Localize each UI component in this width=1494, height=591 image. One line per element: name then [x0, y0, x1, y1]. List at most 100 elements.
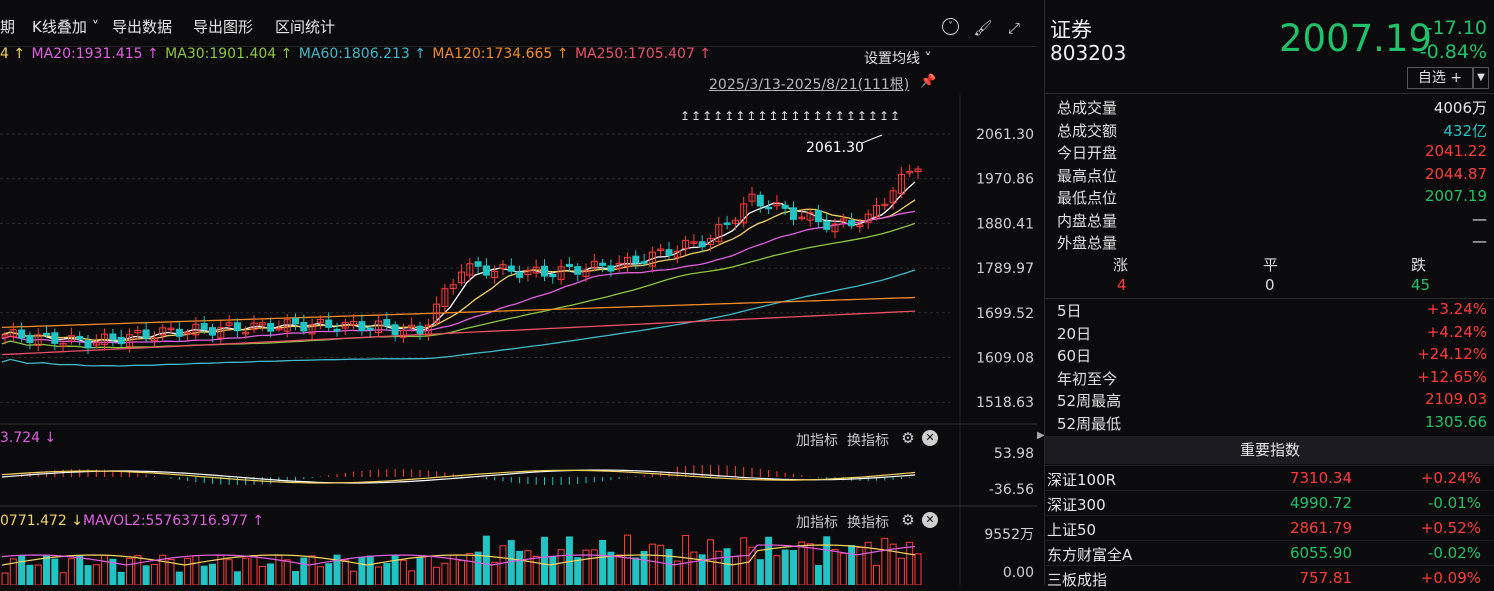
period-row: 20日 +4.24% — [1045, 323, 1494, 345]
volume-bar — [748, 546, 756, 585]
breadth-down-label: 跌 — [1411, 256, 1427, 274]
close-icon[interactable]: ✕ — [922, 512, 938, 528]
volume-bar — [142, 565, 150, 585]
index-name: 三板成指 — [1047, 571, 1108, 589]
volume-bar — [773, 555, 781, 585]
candle-body — [449, 284, 457, 289]
volume-bar — [881, 537, 889, 585]
volume-bar — [1, 572, 9, 585]
index-row[interactable]: 三板成指 757.81 +0.09% — [1045, 565, 1494, 591]
candle-body — [275, 327, 283, 331]
kline-overlay-button[interactable]: K线叠加 ˅ — [32, 16, 99, 37]
close-icon[interactable]: ✕ — [922, 430, 938, 446]
candle-body — [217, 326, 225, 339]
volume-bar — [756, 559, 764, 585]
volume-bar — [723, 548, 731, 585]
period-label: 52周最高 — [1057, 392, 1122, 410]
candle-body — [756, 194, 764, 207]
range-stats-button[interactable]: 区间统计 — [275, 18, 336, 36]
volume-bar — [856, 547, 864, 585]
volume-bar — [51, 558, 59, 585]
volume-bar — [499, 545, 507, 585]
add-indicator-button-2[interactable]: 加指标 — [796, 515, 838, 531]
volume-bar — [781, 549, 789, 585]
volume-bar — [474, 551, 482, 585]
add-watchlist-button[interactable]: 自选 + — [1407, 67, 1473, 89]
index-change: -0.01% — [1427, 494, 1481, 512]
volume-bar — [848, 545, 856, 585]
stat-value: 2041.22 — [1424, 142, 1487, 160]
volume-bar — [150, 563, 158, 585]
stat-value: 2007.19 — [1424, 187, 1487, 205]
index-change: -0.02% — [1427, 544, 1481, 562]
volume-bar — [458, 560, 465, 585]
candle-body — [541, 265, 548, 277]
period-label: 20日 — [1057, 324, 1092, 343]
period-button[interactable]: 期 — [0, 18, 16, 36]
swap-indicator-button-2[interactable]: 换指标 — [847, 515, 889, 531]
add-indicator-button[interactable]: 加指标 — [796, 433, 838, 449]
volume-bar — [624, 534, 631, 585]
volume-bar — [200, 565, 208, 585]
candle-body — [325, 319, 333, 328]
volume-bar — [416, 557, 424, 585]
candle-body — [126, 334, 133, 348]
volume-bar — [34, 564, 42, 585]
candle-body — [209, 327, 216, 336]
volume-bar — [665, 548, 673, 585]
volume-bar — [117, 571, 125, 585]
period-row: 52周最低 1305.66 — [1045, 413, 1494, 435]
collapse-panel-icon[interactable]: ▶ — [1037, 430, 1045, 441]
volume-bar — [740, 537, 748, 585]
candle-body — [657, 248, 665, 252]
volume-bar — [424, 555, 432, 585]
index-row[interactable]: 深证300 4990.72 -0.01% — [1045, 490, 1494, 516]
volume-bar — [823, 536, 831, 585]
candle-body — [316, 319, 324, 323]
volume-bar — [408, 570, 416, 585]
volume-bar — [648, 543, 656, 585]
candle-body — [607, 265, 615, 272]
volume-bar — [316, 566, 324, 585]
stat-value: — — [1472, 232, 1487, 250]
gear-icon[interactable]: ⚙ — [901, 511, 915, 529]
candle-body — [590, 260, 598, 268]
period-value: +24.12% — [1417, 345, 1487, 363]
ma-settings-button[interactable]: 设置均线 ˅ — [864, 48, 931, 68]
date-range-link[interactable]: 2025/3/13-2025/8/21(111根) — [709, 77, 910, 93]
sub-axis-label: 9552万 — [984, 527, 1034, 543]
volume-bar — [101, 554, 109, 585]
candle-body — [458, 271, 465, 284]
index-row[interactable]: 东方财富全A 6055.90 -0.02% — [1045, 540, 1494, 566]
period-row: 60日 +24.12% — [1045, 345, 1494, 367]
candle-body — [383, 319, 391, 327]
volume-bar — [267, 563, 275, 585]
chevron-circle-icon[interactable]: ˅ — [942, 18, 959, 35]
pin-icon[interactable]: 📌 — [920, 74, 937, 89]
fullscreen-icon[interactable]: ⤢ — [1007, 19, 1020, 37]
volume-bar — [839, 552, 847, 585]
last-price: 2007.19 — [1279, 17, 1433, 60]
volume-bar — [549, 556, 557, 585]
candle-body — [159, 327, 167, 336]
ma-line-250 — [1, 310, 916, 356]
period-label: 60日 — [1057, 347, 1092, 365]
brush-icon[interactable]: 🖌 — [973, 19, 993, 37]
export-data-button[interactable]: 导出数据 — [112, 18, 173, 36]
volume-bar — [333, 554, 341, 585]
vol-label-2: MAVOL2:55763716.977 ↑ — [83, 513, 265, 529]
candle-body — [715, 224, 723, 242]
price-axis-label: 1789.97 — [976, 261, 1034, 277]
volume-bar — [482, 535, 490, 585]
candle-body — [76, 335, 84, 340]
gear-icon[interactable]: ⚙ — [901, 429, 915, 447]
index-value: 7310.34 — [1289, 469, 1352, 487]
stat-label: 最低点位 — [1057, 189, 1118, 207]
export-chart-button[interactable]: 导出图形 — [193, 18, 254, 36]
index-value: 757.81 — [1299, 569, 1353, 587]
chevron-down-icon[interactable]: ▼ — [1473, 67, 1489, 89]
swap-indicator-button[interactable]: 换指标 — [847, 433, 889, 449]
volume-bar — [831, 549, 839, 585]
index-row[interactable]: 深证100R 7310.34 +0.24% — [1045, 465, 1494, 491]
index-row[interactable]: 上证50 2861.79 +0.52% — [1045, 515, 1494, 541]
